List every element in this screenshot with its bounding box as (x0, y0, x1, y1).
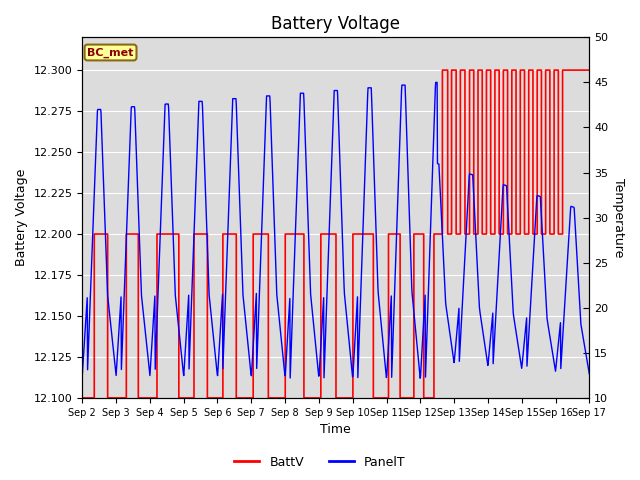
PanelT (191, 204, 199, 209)
PanelT (417, 375, 424, 381)
BattV (248, 395, 255, 401)
PanelT (432, 80, 440, 85)
BattV (481, 231, 488, 237)
Y-axis label: Temperature: Temperature (612, 178, 625, 257)
BattV (586, 67, 593, 73)
PanelT (586, 371, 593, 377)
Line: BattV: BattV (83, 70, 589, 398)
Legend: BattV, PanelT: BattV, PanelT (229, 451, 411, 474)
PanelT (248, 367, 255, 372)
BattV (414, 231, 422, 237)
PanelT (414, 353, 422, 359)
Text: BC_met: BC_met (87, 48, 134, 58)
BattV (438, 67, 446, 73)
PanelT (481, 344, 489, 349)
Y-axis label: Battery Voltage: Battery Voltage (15, 169, 28, 266)
BattV (525, 67, 533, 73)
BattV (179, 395, 186, 401)
X-axis label: Time: Time (321, 423, 351, 436)
BattV (191, 231, 199, 237)
Line: PanelT: PanelT (83, 83, 589, 378)
PanelT (526, 314, 534, 320)
BattV (79, 395, 86, 401)
PanelT (179, 364, 186, 370)
PanelT (79, 372, 86, 378)
Title: Battery Voltage: Battery Voltage (271, 15, 400, 33)
